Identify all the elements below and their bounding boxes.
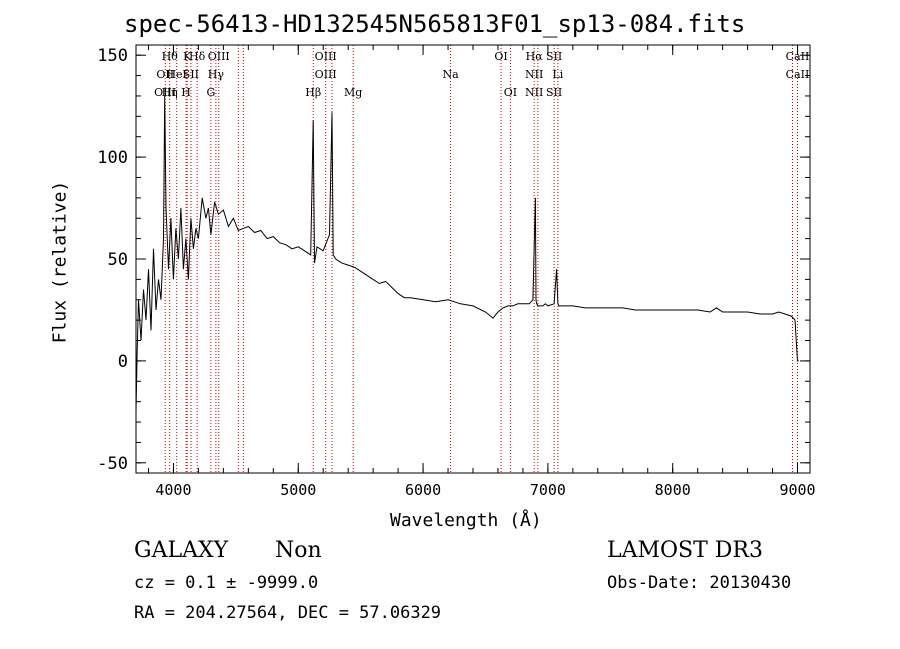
x-tick-label: 4000 [155,481,191,499]
line-label: Li [552,68,563,81]
y-tick-label: 150 [97,46,128,66]
line-label: Hβ [305,86,321,99]
line-label: SII [183,68,199,81]
line-label: HeI [166,68,186,81]
line-label: OIII [208,50,230,63]
line-label: NII [525,86,543,99]
object-class: GALAXY [134,538,229,563]
line-label: Mg [344,86,362,99]
line-labels: OII OIII Hθ Hη HeI H K SII Hδ G Hγ OIII Hβ OIII OIII Mg… [154,50,809,99]
redshift-value: cz = 0.1 ± -9999.0 [134,573,319,593]
line-label: OIII [315,68,337,81]
x-tick-label: 8000 [655,481,691,499]
survey-name: LAMOST DR3 [607,538,763,563]
line-label: CaII [786,50,810,63]
observation-date: Obs-Date: 20130430 [607,573,792,593]
line-label: CaII [786,68,810,81]
x-tick-label: 5000 [280,481,316,499]
line-markers [164,45,799,473]
x-tick-label: 7000 [530,481,566,499]
line-label: NII [525,68,543,81]
line-label: OII [156,68,174,81]
line-label: OIII [154,86,176,99]
line-label: H [181,86,191,99]
line-label: SII [546,50,562,63]
line-label: Hη [162,86,178,99]
y-tick-label: 0 [118,352,128,372]
line-label: OI [504,86,517,99]
line-label: Hγ [208,68,225,81]
x-tick-label: 6000 [405,481,441,499]
x-axis-label: Wavelength (Å) [390,510,542,531]
object-subclass: Non [275,538,322,563]
line-label: OIII [315,50,337,63]
line-label: SII [546,86,562,99]
spectrum-line [135,95,799,412]
coordinates: RA = 204.27564, DEC = 57.06329 [134,603,442,623]
plot-frame [135,44,811,474]
x-tick-label: 9000 [779,481,815,499]
y-axis-label: Flux (relative) [49,180,71,344]
line-label: K [183,50,192,63]
y-tick-label: 50 [108,250,128,270]
line-label: OI [494,50,507,63]
line-label: Na [442,68,459,81]
y-tick-label: 100 [97,148,128,168]
line-label: Hα [526,50,544,63]
ticks: 4000 5000 6000 7000 8000 9000 -50 0 50 100 150 [97,45,816,499]
line-label: G [206,86,215,99]
line-label: Hθ [162,50,179,63]
y-tick-label: -50 [97,454,128,474]
chart-title: spec-56413-HD132545N565813F01_sp13-084.f… [124,10,746,38]
axes [135,44,811,474]
line-label: Hδ [189,50,206,63]
spectrum-series [135,95,799,412]
